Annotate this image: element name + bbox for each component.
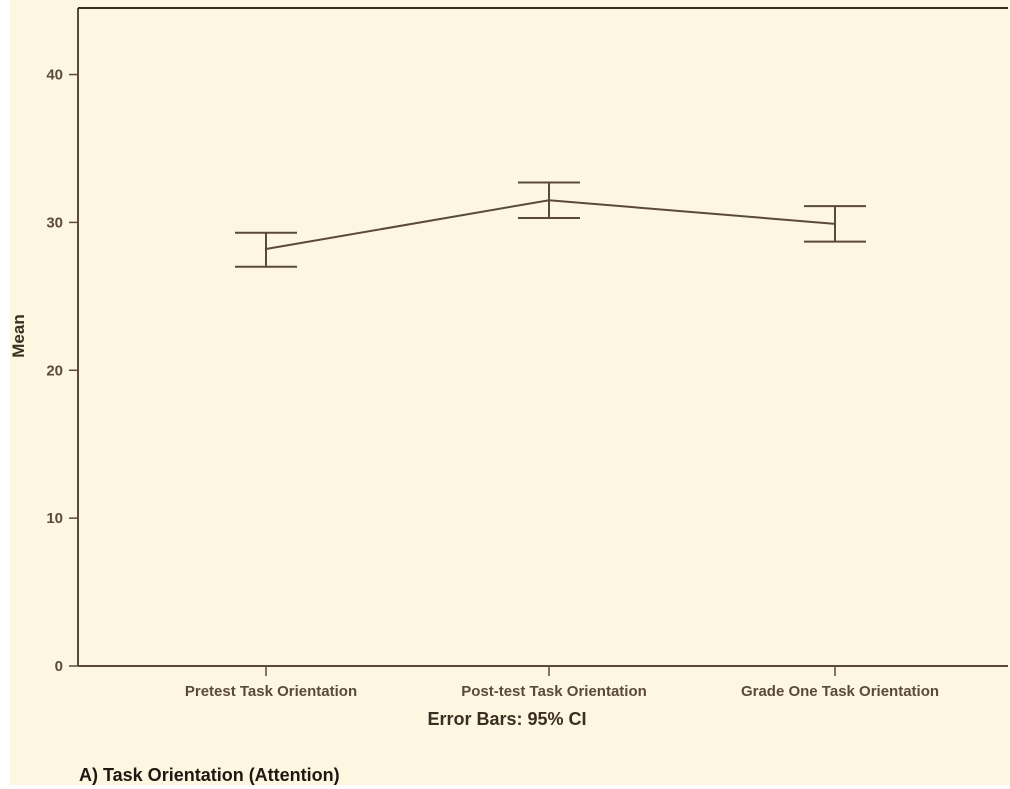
mean-point [264,247,268,251]
mean-point [833,222,837,226]
x-axis-ticks: Pretest Task Orientation Post-test Task O… [185,666,939,700]
y-tick-label: 30 [46,214,63,231]
axes [77,7,1008,667]
x-tick-label: Post-test Task Orientation [461,683,647,700]
mean-point [547,199,551,202]
y-tick-label: 20 [46,362,63,379]
y-tick-label: 10 [46,510,63,527]
y-tick-label: 40 [46,67,63,84]
series [235,181,866,268]
error-bars-note: Error Bars: 95% CI [427,709,586,729]
x-tick-label: Grade One Task Orientation [741,683,939,700]
y-axis-ticks: 0 10 20 30 40 [46,67,78,675]
chart-background [10,0,1010,785]
y-axis-title: Mean [9,314,28,357]
x-tick-label: Pretest Task Orientation [185,683,357,700]
figure-caption: A) Task Orientation (Attention) [79,765,340,785]
y-tick-label: 0 [55,658,63,675]
